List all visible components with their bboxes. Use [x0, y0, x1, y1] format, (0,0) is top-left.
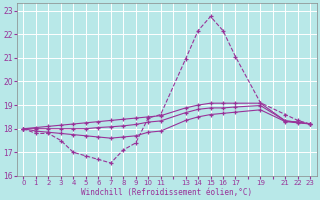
X-axis label: Windchill (Refroidissement éolien,°C): Windchill (Refroidissement éolien,°C): [81, 188, 252, 197]
